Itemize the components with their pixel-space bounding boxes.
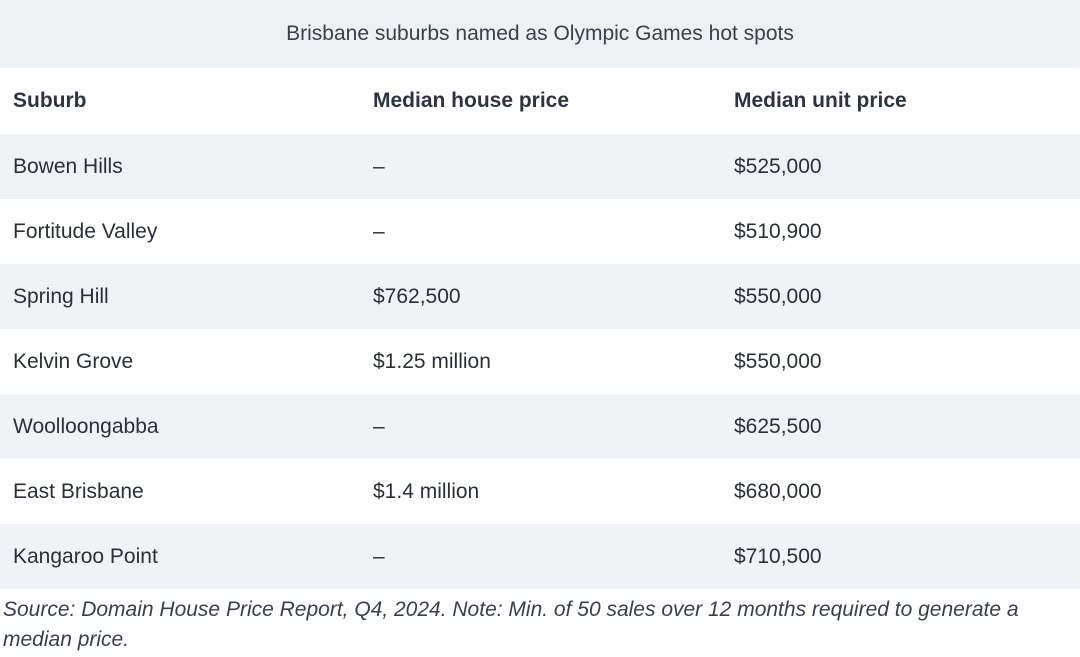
table-row: Fortitude Valley – $510,900 — [0, 199, 1080, 264]
suburb-cell: East Brisbane — [13, 479, 144, 503]
house-price-cell: – — [373, 154, 385, 178]
table-row: Woolloongabba – $625,500 — [0, 394, 1080, 459]
unit-price-cell: $550,000 — [734, 284, 822, 308]
house-price-cell: – — [373, 544, 385, 568]
table-row: East Brisbane $1.4 million $680,000 — [0, 459, 1080, 524]
table-row: Bowen Hills – $525,000 — [0, 134, 1080, 199]
table-caption: Brisbane suburbs named as Olympic Games … — [0, 0, 1080, 68]
unit-price-cell: $680,000 — [734, 479, 822, 503]
house-price-cell: $762,500 — [373, 284, 461, 308]
table-header-row: Suburb Median house price Median unit pr… — [0, 68, 1080, 134]
column-header-median-unit-price: Median unit price — [734, 89, 907, 112]
house-price-cell: – — [373, 219, 385, 243]
column-header-suburb: Suburb — [13, 89, 87, 112]
suburb-cell: Woolloongabba — [13, 414, 159, 438]
suburb-cell: Kangaroo Point — [13, 544, 158, 568]
table-row: Spring Hill $762,500 $550,000 — [0, 264, 1080, 329]
suburb-cell: Kelvin Grove — [13, 349, 134, 373]
column-header-median-house-price: Median house price — [373, 89, 570, 112]
table-row: Kelvin Grove $1.25 million $550,000 — [0, 329, 1080, 394]
unit-price-cell: $625,500 — [734, 414, 822, 438]
unit-price-cell: $710,500 — [734, 544, 822, 568]
suburb-cell: Bowen Hills — [13, 154, 123, 178]
table-row: Kangaroo Point – $710,500 — [0, 524, 1080, 589]
suburb-cell: Fortitude Valley — [13, 219, 158, 243]
suburb-cell: Spring Hill — [13, 284, 109, 308]
house-price-cell: – — [373, 414, 385, 438]
unit-price-cell: $510,900 — [734, 219, 822, 243]
house-price-cell: $1.4 million — [373, 479, 480, 503]
house-price-cell: $1.25 million — [373, 349, 491, 373]
unit-price-cell: $550,000 — [734, 349, 822, 373]
source-footnote: Source: Domain House Price Report, Q4, 2… — [3, 598, 1019, 651]
unit-price-cell: $525,000 — [734, 154, 822, 178]
